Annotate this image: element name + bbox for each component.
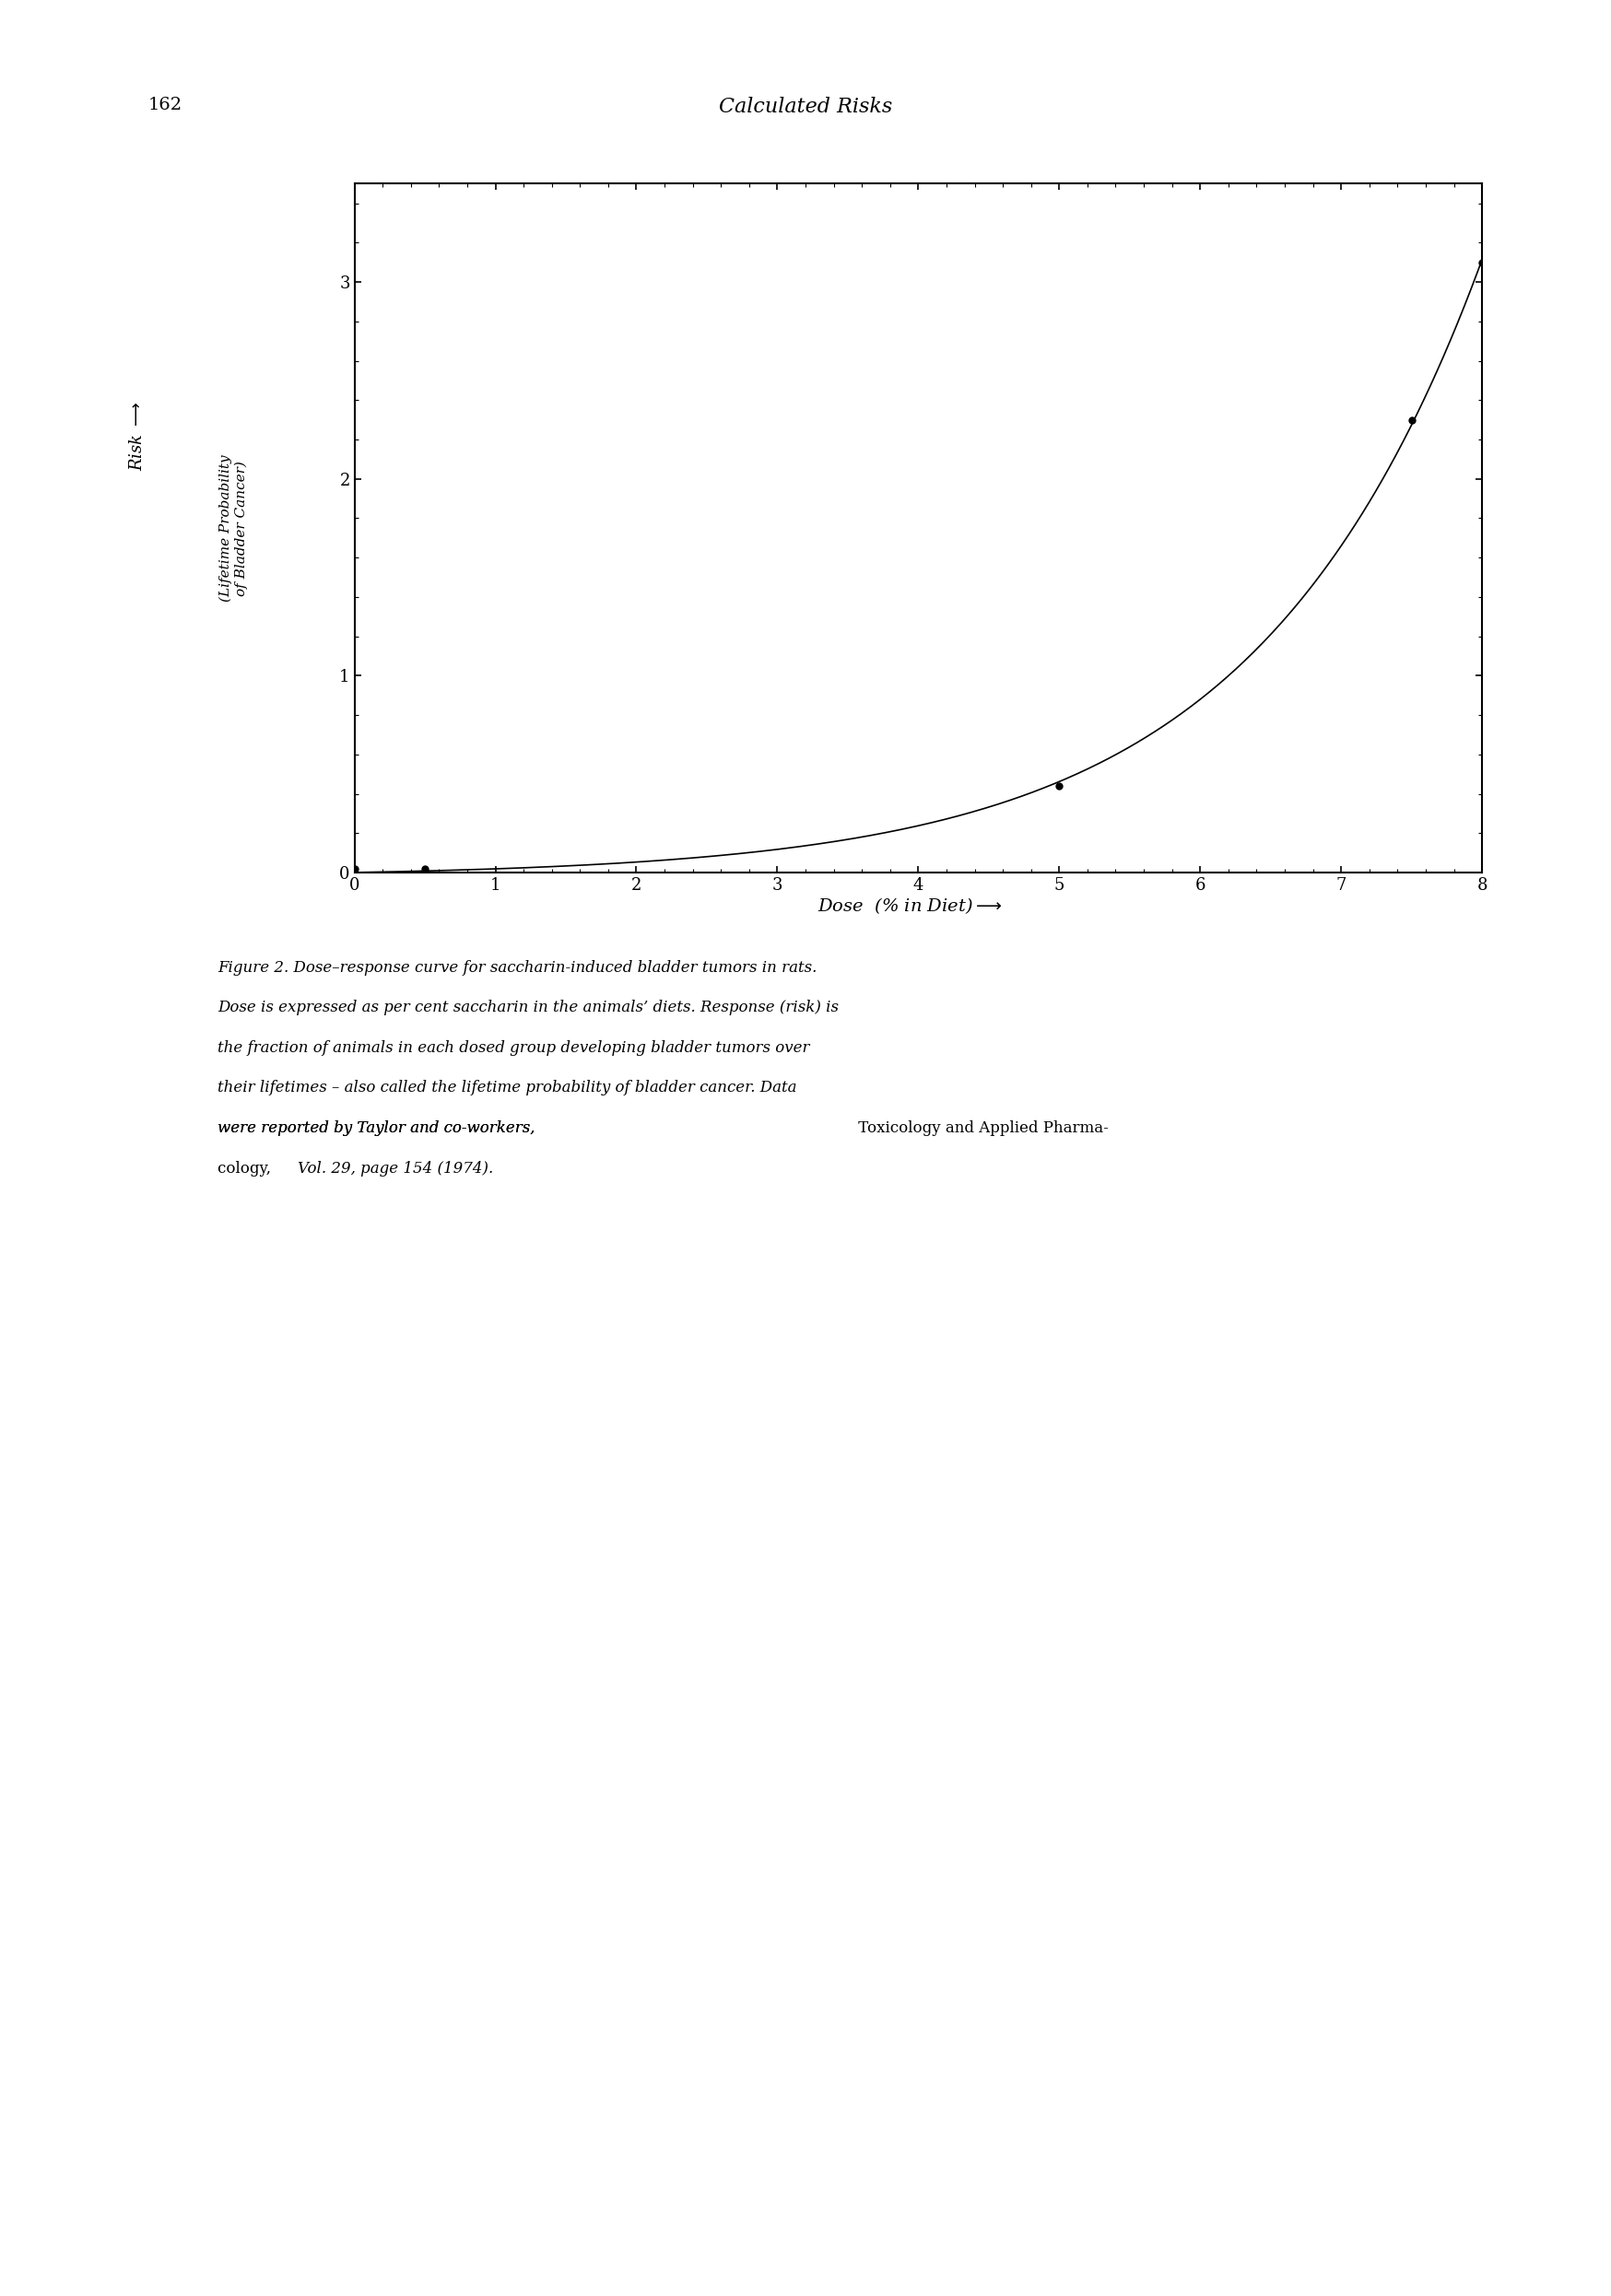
Point xyxy=(342,850,367,886)
Text: Toxicology and Applied Pharma-: Toxicology and Applied Pharma- xyxy=(854,1120,1108,1137)
Text: Dose is expressed as per cent saccharin in the animals’ diets. Response (risk) i: Dose is expressed as per cent saccharin … xyxy=(217,1001,839,1015)
Text: cology,: cology, xyxy=(217,1162,275,1176)
Point xyxy=(412,850,438,886)
Text: Risk $\longrightarrow$: Risk $\longrightarrow$ xyxy=(129,402,145,471)
Text: were reported by Taylor and co-workers,: were reported by Taylor and co-workers, xyxy=(217,1120,535,1137)
Text: Vol. 29, page 154 (1974).: Vol. 29, page 154 (1974). xyxy=(298,1162,493,1176)
Point xyxy=(1398,402,1424,439)
Text: 162: 162 xyxy=(148,96,182,113)
Point xyxy=(1469,243,1495,280)
Text: the fraction of animals in each dosed group developing bladder tumors over: the fraction of animals in each dosed gr… xyxy=(217,1040,810,1056)
Text: Dose  (% in Diet)$\longrightarrow$: Dose (% in Diet)$\longrightarrow$ xyxy=(818,895,1002,916)
Text: Figure 2. Dose–response curve for saccharin-induced bladder tumors in rats.: Figure 2. Dose–response curve for saccha… xyxy=(217,960,817,976)
Text: Calculated Risks: Calculated Risks xyxy=(719,96,892,117)
Text: (Lifetime Probability
of Bladder Cancer): (Lifetime Probability of Bladder Cancer) xyxy=(219,455,248,602)
Text: were reported by Taylor and co-workers,: were reported by Taylor and co-workers, xyxy=(217,1120,535,1137)
Text: their lifetimes – also called the lifetime probability of bladder cancer. Data: their lifetimes – also called the lifeti… xyxy=(217,1081,797,1095)
Point xyxy=(1047,767,1073,804)
